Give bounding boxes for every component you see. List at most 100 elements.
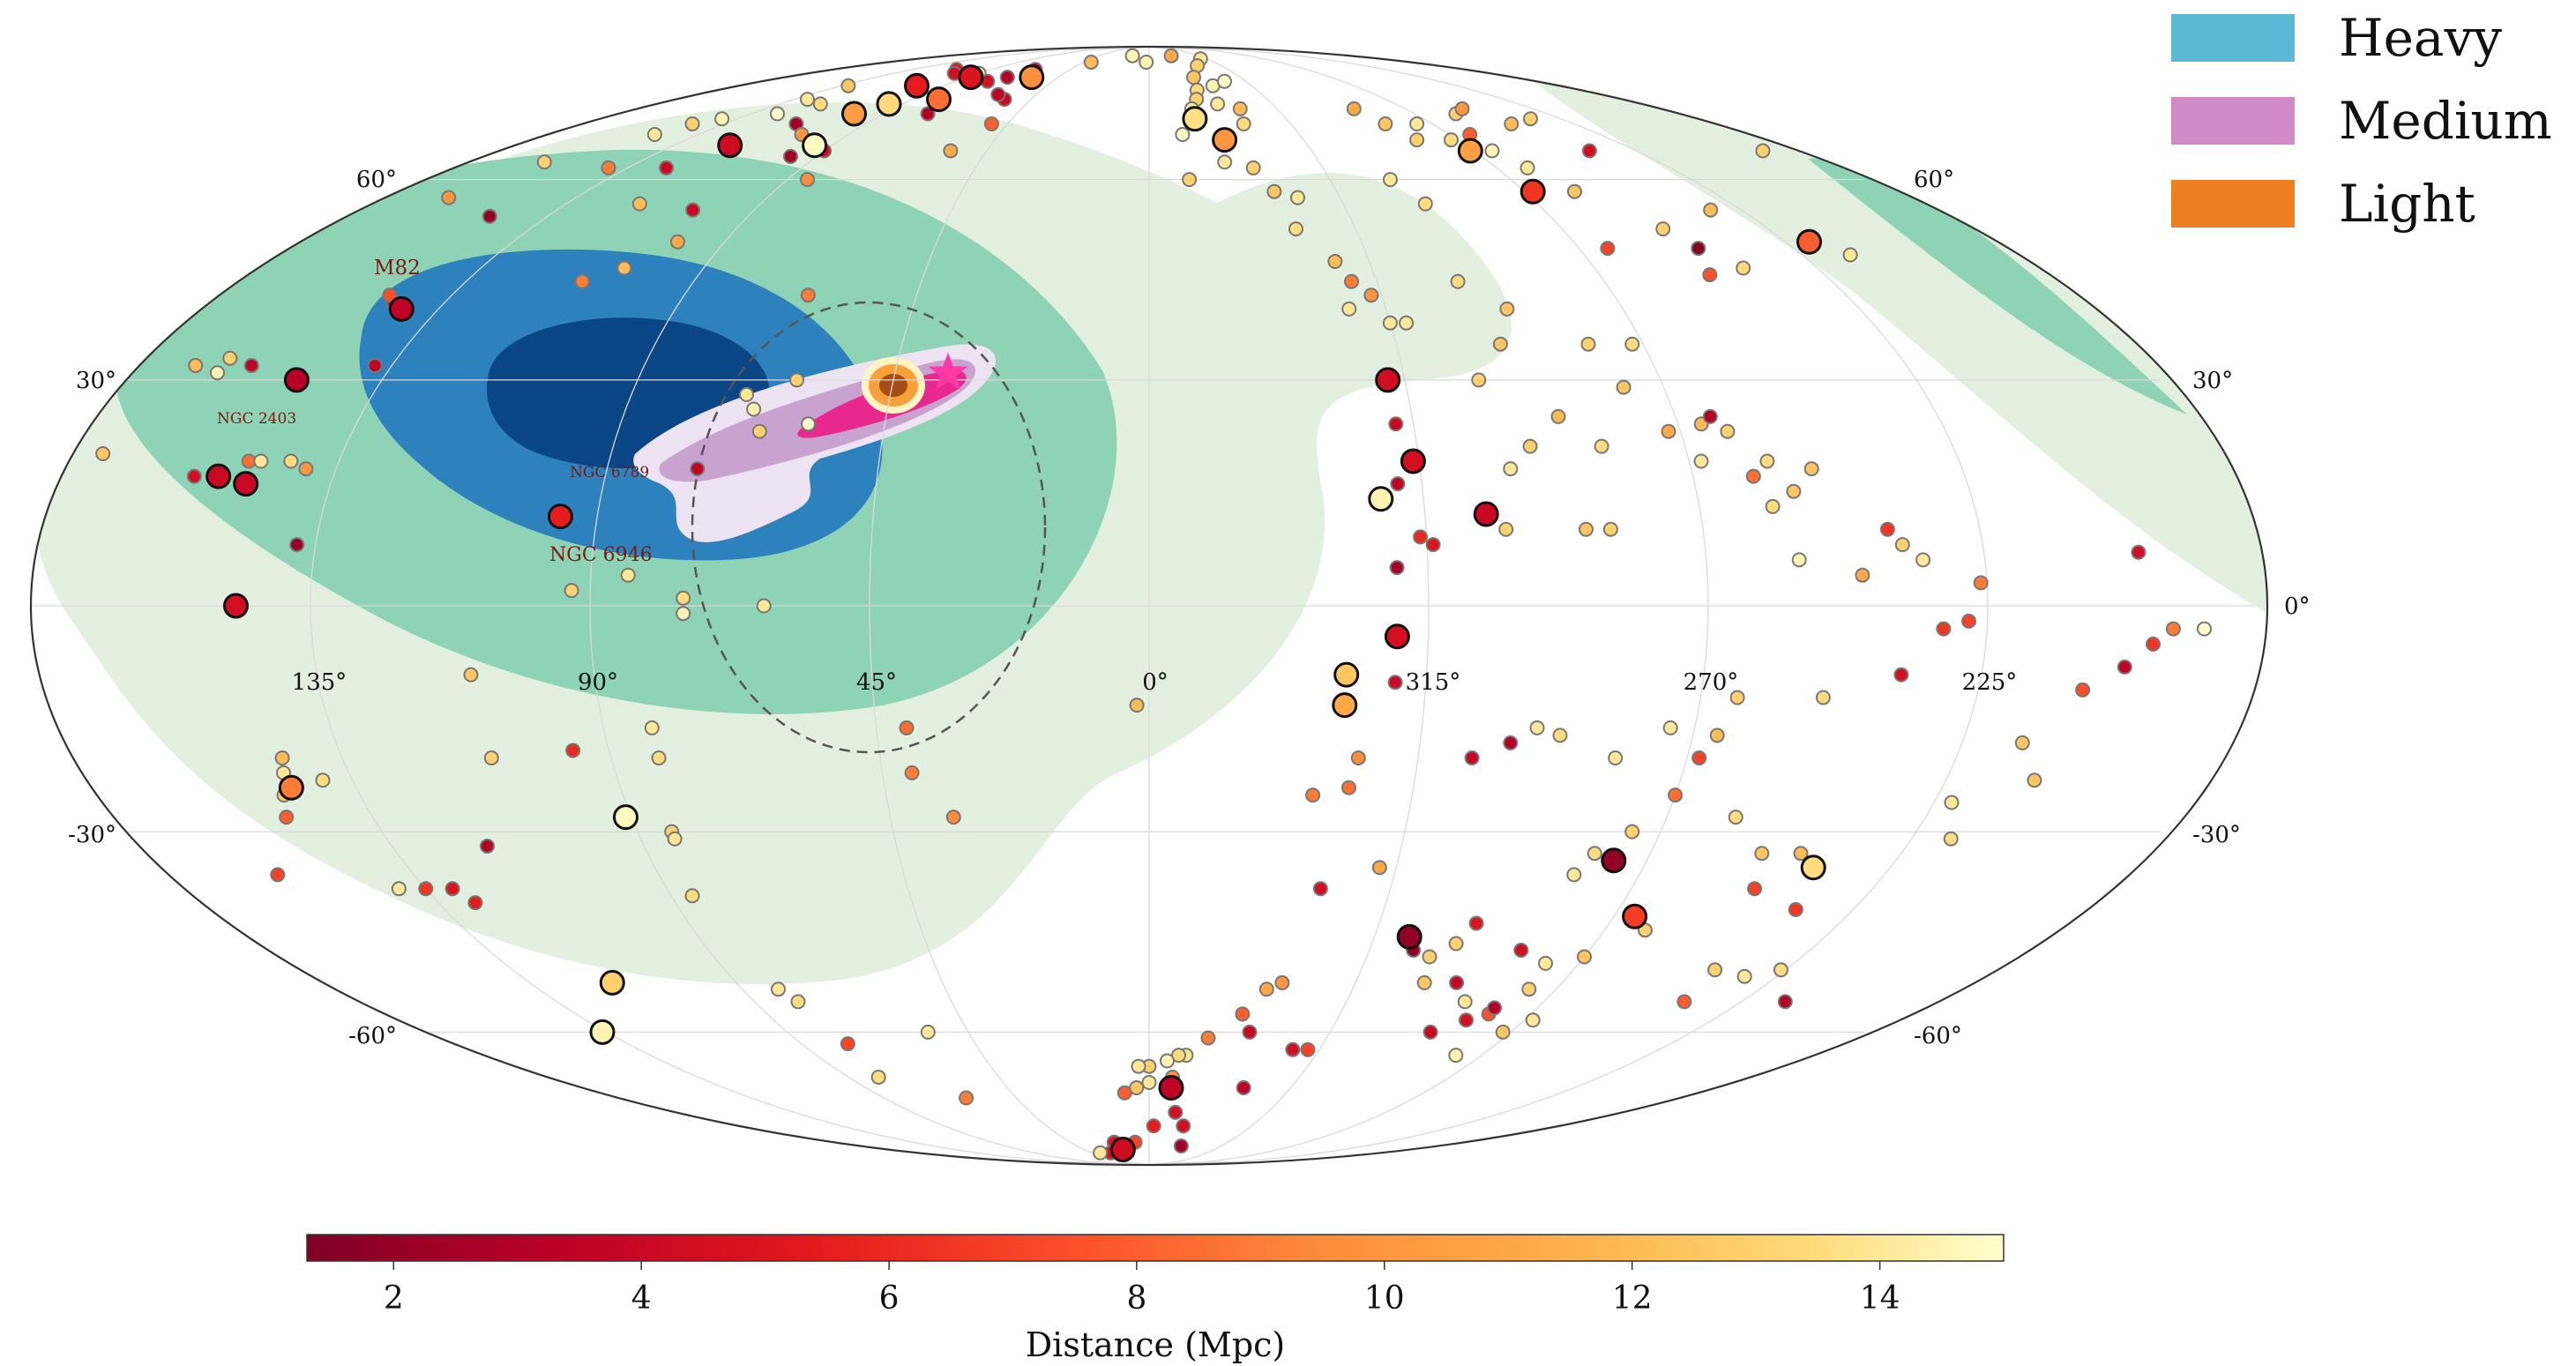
colorbar-tick-label: 8 bbox=[1126, 1280, 1146, 1317]
galaxy-marker bbox=[441, 190, 457, 205]
galaxy-marker bbox=[1409, 116, 1425, 131]
galaxy-marker bbox=[210, 365, 225, 381]
galaxy-marker bbox=[920, 106, 936, 122]
galaxy-marker bbox=[1390, 476, 1406, 492]
galaxy-marker bbox=[1450, 273, 1466, 289]
lat-label-right-m60: -60° bbox=[1914, 1023, 1962, 1049]
galaxy-marker bbox=[1160, 1053, 1175, 1069]
legend-swatch-light bbox=[2171, 180, 2295, 228]
galaxy-marker bbox=[1550, 408, 1566, 424]
galaxy-marker bbox=[1529, 720, 1545, 735]
galaxy-marker-large bbox=[1473, 501, 1499, 527]
galaxy-marker-large bbox=[1019, 64, 1045, 91]
galaxy-marker bbox=[644, 720, 660, 735]
grid-meridian bbox=[869, 47, 1150, 1165]
galaxy-marker bbox=[1729, 690, 1745, 705]
galaxy-marker bbox=[1382, 315, 1398, 331]
galaxy-marker bbox=[1131, 1058, 1146, 1074]
galaxy-marker bbox=[467, 895, 483, 911]
prior-region-top-right bbox=[1499, 49, 2267, 617]
galaxy-marker bbox=[2197, 621, 2212, 637]
galaxy-marker bbox=[1702, 267, 1718, 283]
galaxy-marker bbox=[95, 446, 111, 461]
galaxy-marker bbox=[659, 160, 675, 175]
lon-label-135: 135° bbox=[292, 669, 347, 696]
star-marker bbox=[928, 352, 968, 390]
light-10-region bbox=[879, 374, 907, 397]
galaxy-marker-large bbox=[841, 101, 867, 127]
galaxy-marker bbox=[1409, 132, 1425, 148]
galaxy-marker bbox=[1387, 675, 1403, 690]
legend-swatch-heavy bbox=[2171, 14, 2295, 62]
map-outline bbox=[29, 45, 2269, 1167]
galaxy-marker bbox=[1786, 483, 1802, 499]
legend-label-medium: Medium bbox=[2339, 91, 2552, 151]
galaxy-marker bbox=[315, 773, 331, 788]
galaxy-marker-large bbox=[1158, 1075, 1184, 1101]
galaxy-marker bbox=[669, 234, 685, 250]
galaxy-marker bbox=[2075, 682, 2091, 698]
galaxy-marker bbox=[684, 888, 700, 904]
galaxy-marker bbox=[690, 461, 706, 477]
galaxy-marker bbox=[789, 372, 804, 388]
galaxy-marker bbox=[1468, 915, 1484, 931]
galaxy-marker bbox=[1236, 1080, 1251, 1095]
galaxy-marker bbox=[1168, 1104, 1183, 1120]
galaxy-marker bbox=[1581, 143, 1597, 159]
graticule bbox=[31, 47, 2255, 1165]
galaxy-marker bbox=[620, 567, 636, 583]
galaxy-marker bbox=[1300, 1041, 1316, 1057]
galaxy-marker bbox=[1139, 55, 1154, 70]
galaxy-marker bbox=[1210, 96, 1226, 112]
galaxy-marker bbox=[812, 96, 828, 112]
lon-label-0: 0° bbox=[1142, 669, 1169, 696]
grid-meridian bbox=[1148, 47, 1430, 1165]
galaxy-marker bbox=[1175, 127, 1191, 142]
galaxy-marker bbox=[1728, 810, 1743, 825]
galaxy-marker bbox=[1503, 461, 1519, 477]
galaxy-marker bbox=[1464, 750, 1480, 765]
galaxy-marker bbox=[1616, 379, 1631, 395]
galaxy-marker bbox=[1504, 116, 1519, 131]
lat-label-left-m30: -30° bbox=[68, 822, 116, 848]
galaxy-label-ngc6946: NGC 6946 bbox=[549, 544, 653, 566]
galaxy-marker bbox=[1163, 48, 1179, 63]
galaxy-marker bbox=[391, 881, 407, 897]
galaxy-marker bbox=[1346, 101, 1362, 116]
galaxy-marker bbox=[1498, 521, 1514, 537]
galaxy-marker bbox=[274, 750, 290, 765]
legend-swatch-medium bbox=[2171, 97, 2295, 145]
galaxy-marker bbox=[1707, 962, 1723, 978]
galaxy-marker bbox=[1327, 254, 1343, 269]
galaxy-marker bbox=[1765, 498, 1781, 514]
galaxy-marker bbox=[601, 160, 616, 175]
galaxy-marker bbox=[990, 86, 1006, 102]
galaxy-marker-large bbox=[278, 774, 304, 801]
galaxy-marker-large bbox=[1384, 623, 1410, 650]
galaxy-marker bbox=[1608, 750, 1624, 765]
galaxy-marker bbox=[1363, 287, 1379, 303]
galaxy-marker bbox=[1567, 183, 1582, 199]
galaxy-marker bbox=[480, 839, 495, 854]
lat-label-right-30: 30° bbox=[2192, 368, 2233, 394]
lon-label-315: 315° bbox=[1406, 669, 1461, 696]
galaxy-marker bbox=[1693, 453, 1709, 469]
galaxy-marker-large bbox=[388, 295, 414, 322]
galaxy-marker-large bbox=[1375, 367, 1401, 393]
galaxy-marker bbox=[1736, 260, 1751, 276]
galaxy-marker-large bbox=[1396, 923, 1422, 950]
galaxy-marker-large bbox=[233, 471, 259, 497]
legend: Heavy Medium Light bbox=[2171, 8, 2552, 234]
galaxy-marker bbox=[1413, 529, 1429, 545]
galaxy-marker-large bbox=[926, 86, 952, 113]
colorbar-tick-label: 4 bbox=[631, 1280, 652, 1317]
galaxy-marker bbox=[243, 358, 259, 373]
galaxy-marker bbox=[1503, 735, 1519, 750]
colorbar: 2 4 6 8 10 12 14 Distance (Mpc) bbox=[306, 1234, 2005, 1364]
galaxy-marker-large bbox=[223, 593, 249, 619]
lat-label-right-m30: -30° bbox=[2192, 822, 2241, 848]
galaxy-marker bbox=[188, 358, 204, 373]
colorbar-ticks: 2 4 6 8 10 12 14 bbox=[384, 1261, 1900, 1317]
galaxy-label-m82: M82 bbox=[374, 257, 421, 280]
longitude-labels: 135° 90° 45° 0° 315° 270° 225° bbox=[292, 669, 2018, 696]
